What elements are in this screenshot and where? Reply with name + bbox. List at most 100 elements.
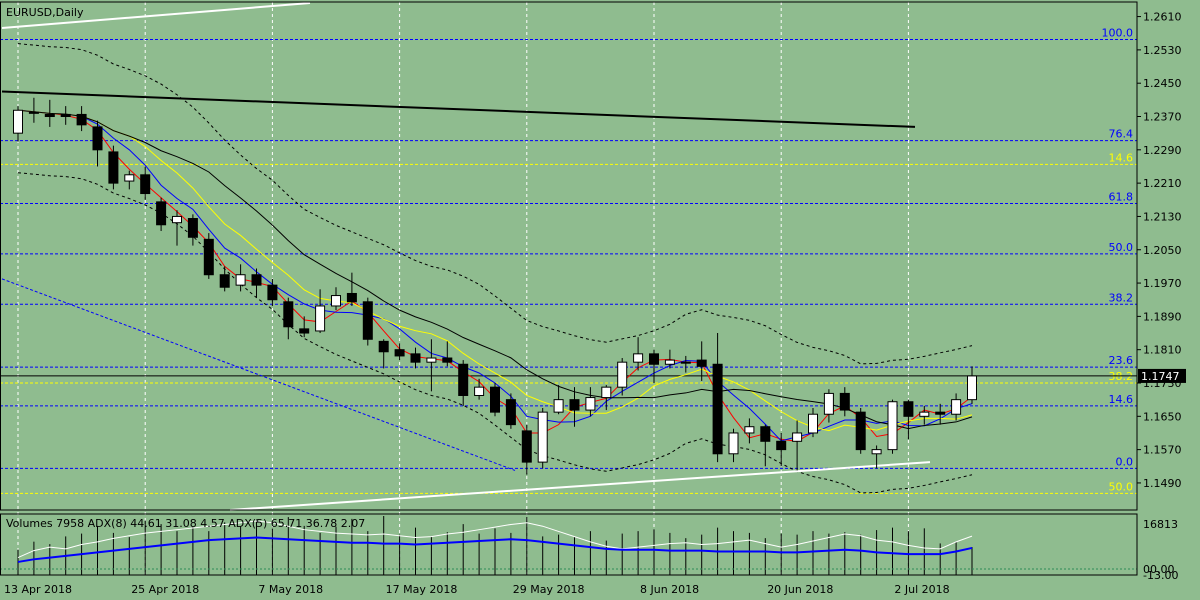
candle-body [585,397,596,411]
candle-body [521,430,532,463]
chart-title: EURUSD,Daily [6,6,84,19]
y-axis-label: 1.2290 [1143,144,1182,157]
candle-body [219,274,230,288]
candle-body [44,113,55,118]
fib-level-label: 0.0 [1116,455,1134,468]
candle-body [808,413,818,434]
candle-body [235,274,246,286]
candle-body [871,449,882,455]
fib-level-label: 38.2 [1109,291,1134,304]
x-axis-label: 7 May 2018 [258,583,323,596]
x-axis-label: 20 Jun 2018 [767,583,833,596]
y-axis-label: 1.2530 [1143,44,1182,57]
candle-body [283,301,294,328]
y-axis-label: 1.2130 [1143,210,1182,223]
y-axis-label: 1.1650 [1143,410,1182,423]
candle-body [28,111,39,114]
y-axis-label: 1.1970 [1143,277,1182,290]
candle-body [474,386,485,396]
candle-body [331,295,341,307]
candle-body [776,440,787,451]
fib2-level-label: 38.2 [1109,370,1134,383]
candle-body [156,201,167,226]
candle-body [601,386,612,399]
candle-body [951,399,962,415]
candle-body [108,151,119,184]
fib-level-label: 61.8 [1109,191,1134,204]
candle-body [442,357,453,363]
fib2-level-label: 50.0 [1109,480,1134,493]
candle-body [617,361,628,388]
candle-body [410,353,421,363]
volume-axis-label: 00.00 [1143,563,1175,576]
candle-body [203,238,214,276]
volume-axis-label: -13.00 [1143,569,1178,582]
candle-body [903,401,914,417]
y-axis-label: 1.2370 [1143,111,1182,124]
candle-body [426,357,437,363]
y-axis-label: 1.2610 [1143,11,1182,24]
candle-body [394,349,405,357]
candle-body [935,411,946,415]
volume-panel [0,516,1137,575]
candle-body [315,305,326,332]
fib-level-label: 23.6 [1109,354,1134,367]
candle-body [967,375,977,401]
volume-panel-label: Volumes 7958 ADX(8) 44.61 31.08 4.57 ADX… [6,517,365,530]
x-axis-label: 8 Jun 2018 [640,583,699,596]
candle-body [760,426,771,442]
candle-body [92,126,103,151]
candle-body [267,284,278,301]
candle-body [13,109,23,134]
fib2-level-label: 14.6 [1109,151,1134,164]
candle-body [362,301,373,340]
y-axis-label: 1.2210 [1143,177,1182,190]
x-axis-label: 13 Apr 2018 [4,583,72,596]
x-axis-label: 17 May 2018 [386,583,458,596]
price-panel-frame [0,1,1138,511]
candle-body [553,399,564,413]
moving-average-13 [17,109,973,430]
y-axis-label: 1.1890 [1143,310,1182,323]
candle-body [537,411,548,463]
candle-body [569,399,580,411]
candle-body [490,386,500,413]
channel-diagonal [1,278,516,471]
fibonacci-layer: 100.0 76.4 61.8 50.0 38.2 23.6 14.6 0.0 14.6 38.2… [0,26,1137,494]
candle-body [728,432,739,455]
y-axis-label: 1.2450 [1143,77,1182,90]
fib-level-label: 76.4 [1109,128,1134,141]
candle-body [919,411,930,417]
upper-envelope [17,43,973,365]
candle-body [680,361,691,364]
fib-level-label: 100.0 [1102,26,1134,39]
candle-body [887,401,898,451]
fib-level-label: 50.0 [1109,241,1134,254]
trend-lines [1,2,931,511]
adx-line-white [17,520,973,559]
volume-axis-label: 16813 [1143,518,1178,531]
fib-level-label: 14.6 [1109,393,1134,406]
x-axis-label: 29 May 2018 [513,583,585,596]
candles-layer [13,97,977,475]
candle-body [855,411,866,451]
current-price-box [1138,368,1186,383]
x-axis-label: 25 Apr 2018 [131,583,199,596]
resistance-trendline [1,90,916,128]
current-price-label: 1.1747 [1141,370,1180,383]
candle-body [712,363,723,455]
candle-body [696,359,707,367]
candle-body [823,392,834,415]
candle-body [664,359,675,365]
candle-body [458,363,469,396]
candle-body [187,218,198,238]
volume-panel-frame [0,513,1138,576]
candle-body [378,340,389,353]
adx-line-blue [17,536,973,563]
candle-body [633,353,644,363]
candle-body [251,274,262,286]
candle-body [649,353,659,365]
candle-body [172,215,182,224]
